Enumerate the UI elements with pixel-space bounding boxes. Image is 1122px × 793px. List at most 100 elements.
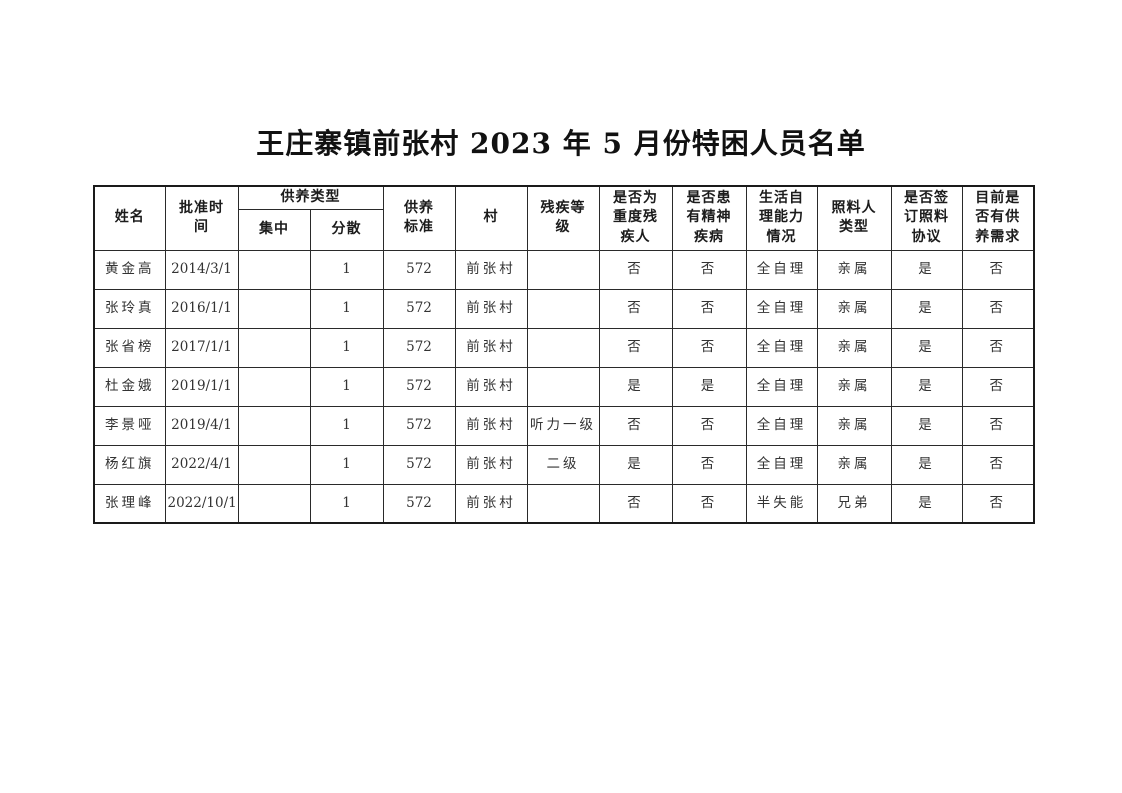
table-cell: 否: [598, 483, 673, 524]
table-cell: 2014/3/1: [164, 249, 239, 290]
table-cell: 黄金高: [93, 249, 166, 290]
col-header-decentralized: 分散: [309, 208, 384, 251]
table-cell: 前张村: [454, 444, 528, 485]
table-cell: 杜金娥: [93, 366, 166, 407]
col-header-care-agreement: 是否签 订照料 协议: [890, 185, 963, 251]
table-cell: 1: [309, 483, 384, 524]
table-cell: 否: [598, 249, 673, 290]
page-title: 王庄寨镇前张村 2023 年 5 月份特困人员名单: [256, 127, 866, 160]
table-cell: 全自理: [745, 249, 818, 290]
table-cell: 否: [961, 483, 1035, 524]
table-cell: 否: [671, 327, 747, 368]
persons-table: 姓名 批准时 间 供养类型 供养 标准 村 残疾等 级 是否为 重度残 疾人 是…: [93, 185, 1035, 524]
table-row: 张理峰 2022/10/1 1 572 前张村否否半失能 兄弟是否: [93, 483, 1035, 524]
table-cell: 是: [598, 366, 673, 407]
table-cell: 是: [890, 405, 963, 446]
table-cell: 1: [309, 288, 384, 329]
table-cell: 2022/10/1: [164, 483, 239, 524]
table-cell: 否: [598, 405, 673, 446]
table-cell: 前张村: [454, 249, 528, 290]
col-header-disability-level: 残疾等 级: [526, 185, 600, 251]
table-cell: 听力一级: [526, 405, 600, 446]
table-cell: 2017/1/1: [164, 327, 239, 368]
table-header: 姓名 批准时 间 供养类型 供养 标准 村 残疾等 级 是否为 重度残 疾人 是…: [93, 185, 1035, 251]
col-header-support-need: 目前是 否有供 养需求: [961, 185, 1035, 251]
table-cell: 是: [890, 288, 963, 329]
col-header-support-type: 供养类型: [237, 185, 384, 210]
table-cell: 是: [598, 444, 673, 485]
table-cell: 否: [671, 288, 747, 329]
col-header-centralized: 集中: [237, 208, 311, 251]
table-cell: 2016/1/1: [164, 288, 239, 329]
table-cell: 是: [890, 249, 963, 290]
table-cell: 亲属: [816, 405, 892, 446]
table-cell: 前张村: [454, 405, 528, 446]
table-cell: 572: [382, 327, 456, 368]
col-header-name: 姓名: [93, 185, 166, 251]
table-cell: 是: [890, 483, 963, 524]
table-cell: 是: [890, 444, 963, 485]
table-cell: 572: [382, 444, 456, 485]
table-cell: 是: [890, 327, 963, 368]
table-cell: 前张村: [454, 327, 528, 368]
table-body: 黄金高 2014/3/1 1 572 前张村否否全自理 亲属是否张玲真 2016/1/1 1 5…: [93, 249, 1035, 524]
table-cell: 否: [671, 444, 747, 485]
table-cell: 张省榜: [93, 327, 166, 368]
table-cell: 全自理: [745, 405, 818, 446]
table-cell: 1: [309, 327, 384, 368]
table-cell: 572: [382, 288, 456, 329]
table-cell: 1: [309, 405, 384, 446]
table-cell: 亲属: [816, 366, 892, 407]
table-cell: 前张村: [454, 483, 528, 524]
table-cell: 全自理: [745, 444, 818, 485]
table-cell: 是: [890, 366, 963, 407]
table-cell: [237, 405, 311, 446]
table-cell: 否: [671, 405, 747, 446]
table-cell: 亲属: [816, 327, 892, 368]
table-cell: [237, 249, 311, 290]
col-header-self-care-ability: 生活自 理能力 情况: [745, 185, 818, 251]
table-cell: 否: [598, 288, 673, 329]
table-row: 黄金高 2014/3/1 1 572 前张村否否全自理 亲属是否: [93, 249, 1035, 290]
table-cell: 二级: [526, 444, 600, 485]
table-cell: 张理峰: [93, 483, 166, 524]
table-cell: [237, 366, 311, 407]
table-cell: 2019/4/1: [164, 405, 239, 446]
col-header-severely-disabled: 是否为 重度残 疾人: [598, 185, 673, 251]
table-cell: 张玲真: [93, 288, 166, 329]
table-cell: 否: [961, 249, 1035, 290]
table-cell: 兄弟: [816, 483, 892, 524]
table-cell: 否: [961, 366, 1035, 407]
table-cell: 1: [309, 444, 384, 485]
table-cell: 572: [382, 405, 456, 446]
table-cell: [237, 483, 311, 524]
table-cell: 否: [671, 249, 747, 290]
table-cell: 572: [382, 366, 456, 407]
table-cell: 前张村: [454, 288, 528, 329]
table-cell: 半失能: [745, 483, 818, 524]
table-cell: 全自理: [745, 288, 818, 329]
table-cell: 李景哑: [93, 405, 166, 446]
table-cell: 572: [382, 249, 456, 290]
table-cell: 否: [961, 444, 1035, 485]
col-header-support-standard: 供养 标准: [382, 185, 456, 251]
table-cell: 亲属: [816, 249, 892, 290]
table-cell: 否: [598, 327, 673, 368]
table-cell: 572: [382, 483, 456, 524]
table-row: 杨红旗 2022/4/1 1 572 前张村 二级是否全自理 亲属是否: [93, 444, 1035, 485]
table-cell: 1: [309, 249, 384, 290]
table-cell: 亲属: [816, 288, 892, 329]
table-cell: 否: [961, 327, 1035, 368]
col-header-caregiver-type: 照料人 类型: [816, 185, 892, 251]
table-cell: [526, 366, 600, 407]
table-cell: 否: [961, 405, 1035, 446]
table-row: 李景哑 2019/4/1 1 572 前张村 听力一级否否全自理 亲属是否: [93, 405, 1035, 446]
table-cell: 全自理: [745, 366, 818, 407]
table-row: 张省榜 2017/1/1 1 572 前张村否否全自理 亲属是否: [93, 327, 1035, 368]
table-cell: 亲属: [816, 444, 892, 485]
table-cell: 否: [671, 483, 747, 524]
table-cell: 2019/1/1: [164, 366, 239, 407]
table-row: 张玲真 2016/1/1 1 572 前张村否否全自理 亲属是否: [93, 288, 1035, 329]
table-cell: [237, 444, 311, 485]
